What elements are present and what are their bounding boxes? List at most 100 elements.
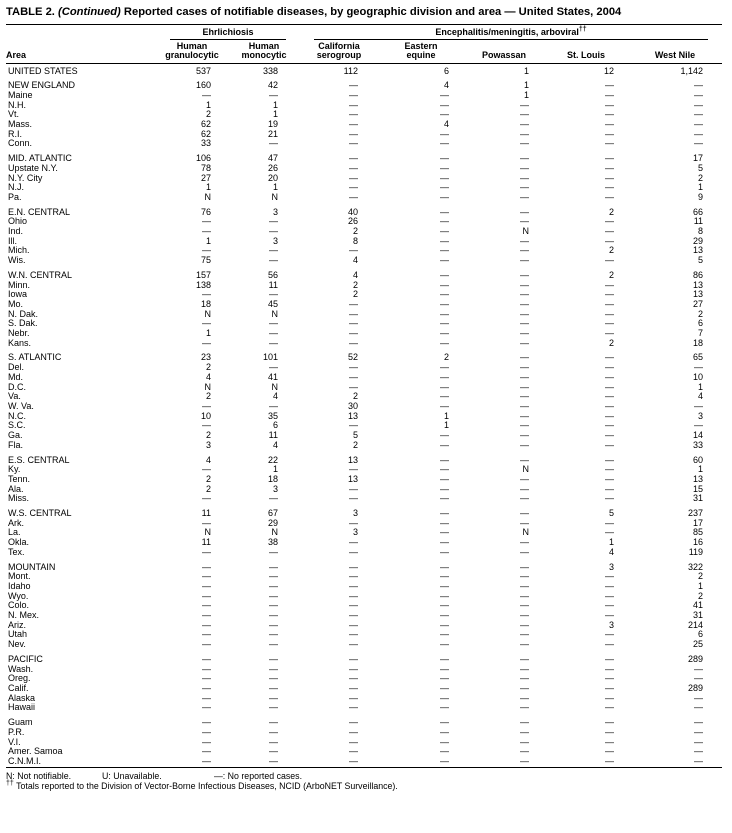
- area-cell: Oreg.: [8, 673, 31, 684]
- table-row: Ill. 1 3 8 — — — 29: [6, 236, 722, 247]
- area-cell: Hawaii: [8, 702, 36, 713]
- area-cell: Alaska: [8, 692, 36, 703]
- value-cell: —: [605, 352, 614, 363]
- value-cell: —: [440, 362, 449, 373]
- value-cell: —: [349, 182, 358, 193]
- value-cell: —: [605, 289, 614, 300]
- value-cell: —: [269, 673, 278, 684]
- area-cell: Colo.: [8, 600, 30, 611]
- value-cell: —: [440, 755, 449, 766]
- value-cell: 2: [205, 430, 211, 441]
- value-cell: 75: [200, 255, 211, 266]
- area-cell: Maine: [8, 89, 33, 100]
- value-cell: 33: [693, 439, 704, 450]
- table-row: N.H. 1 1 — — — — —: [6, 100, 722, 111]
- value-cell: —: [349, 746, 358, 757]
- value-cell: —: [605, 153, 614, 164]
- value-cell: —: [349, 610, 358, 621]
- table-row: Fla. 3 4 2 — — — 33: [6, 439, 722, 451]
- value-cell: —: [202, 318, 211, 329]
- value-cell: —: [694, 673, 704, 684]
- value-cell: 2: [352, 226, 358, 237]
- column-header-human-monocytic: Human monocytic: [228, 39, 300, 64]
- value-cell: —: [202, 746, 211, 757]
- value-cell: —: [440, 561, 449, 572]
- value-cell: —: [694, 80, 704, 91]
- value-cell: 3: [272, 206, 278, 217]
- value-cell: —: [349, 362, 358, 373]
- value-cell: —: [440, 527, 449, 538]
- area-cell: S.C.: [8, 420, 26, 431]
- value-cell: —: [605, 430, 614, 441]
- value-cell: —: [202, 493, 211, 504]
- value-cell: 20: [267, 172, 278, 183]
- table-row: Nebr. 1 — — — — — 7: [6, 328, 722, 339]
- value-cell: —: [349, 702, 358, 713]
- value-cell: —: [694, 109, 704, 120]
- value-cell: —: [349, 381, 358, 392]
- footnotes: N: Not notifiable. U: Unavailable. —: No r…: [6, 771, 724, 792]
- value-cell: 214: [688, 619, 704, 630]
- value-cell: —: [520, 673, 529, 684]
- value-cell: 29: [267, 517, 278, 528]
- value-cell: —: [440, 692, 449, 703]
- value-cell: 1: [443, 420, 449, 431]
- value-cell: —: [349, 89, 358, 100]
- value-cell: —: [520, 298, 529, 309]
- area-cell: C.N.M.I.: [8, 755, 41, 766]
- value-cell: —: [269, 580, 278, 591]
- value-cell: 11: [693, 216, 704, 227]
- value-cell: —: [605, 517, 614, 528]
- value-cell: 17: [693, 517, 704, 528]
- value-cell: —: [349, 328, 358, 339]
- value-cell: —: [440, 639, 449, 650]
- value-cell: 7: [698, 328, 704, 339]
- table-row: R.I. 62 21 — — — — —: [6, 128, 722, 140]
- footnote-dagger: †† Totals reported to the Division of Ve…: [6, 780, 724, 792]
- value-cell: 38: [267, 537, 278, 548]
- value-cell: —: [349, 128, 358, 139]
- value-cell: —: [349, 464, 358, 475]
- value-cell: —: [440, 726, 449, 737]
- value-cell: 4: [352, 255, 358, 266]
- table-row: Tenn. 2 18 13 — — — 13: [6, 473, 722, 485]
- table-row: N.C. 10 35 13 1 — — 3: [6, 411, 722, 422]
- value-cell: —: [349, 561, 358, 572]
- table-title: TABLE 2. (Continued) Reported cases of n…: [6, 6, 724, 19]
- value-cell: —: [269, 255, 278, 266]
- value-cell: —: [520, 352, 529, 363]
- table-row: Upstate N.Y. 78 26 — — — — 5: [6, 163, 722, 174]
- table-row: S. ATLANTIC 23 101 52 2 — — 65: [6, 348, 722, 363]
- value-cell: —: [520, 119, 529, 130]
- value-cell: —: [520, 401, 529, 411]
- value-cell: —: [202, 673, 211, 684]
- value-cell: 15: [693, 483, 704, 494]
- value-cell: —: [605, 717, 614, 728]
- value-cell: 11: [268, 279, 278, 290]
- value-cell: —: [694, 362, 704, 373]
- value-cell: —: [440, 89, 449, 100]
- area-cell: Wis.: [8, 255, 26, 266]
- value-cell: —: [605, 279, 614, 290]
- table-row: W.N. CENTRAL 157 56 4 — — 2 86: [6, 266, 722, 281]
- table-row: D.C. N N — — — — 1: [6, 381, 722, 393]
- value-cell: —: [349, 629, 358, 640]
- area-cell: Wash.: [8, 663, 34, 674]
- area-cell: Ariz.: [8, 619, 26, 630]
- value-cell: 86: [693, 269, 704, 280]
- value-cell: 13: [347, 473, 358, 484]
- value-cell: —: [605, 182, 614, 193]
- value-cell: 4: [443, 119, 449, 130]
- value-cell: —: [440, 371, 449, 382]
- area-cell: NEW ENGLAND: [8, 80, 76, 91]
- value-cell: 10: [693, 371, 704, 382]
- value-cell: —: [440, 483, 449, 494]
- area-cell: N.Y. City: [8, 172, 43, 183]
- value-cell: 160: [195, 80, 211, 91]
- value-cell: —: [520, 483, 529, 494]
- value-cell: —: [440, 109, 449, 120]
- value-cell: —: [520, 269, 529, 280]
- value-cell: 52: [347, 352, 358, 363]
- value-cell: 62: [200, 128, 211, 139]
- value-cell: —: [605, 371, 614, 382]
